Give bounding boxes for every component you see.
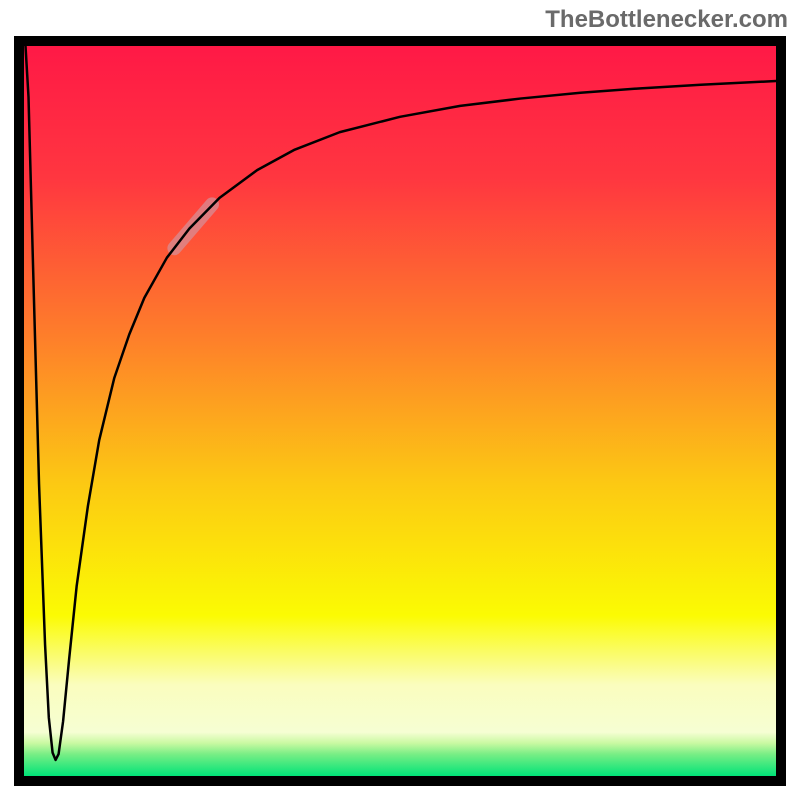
plot-background — [24, 46, 776, 776]
plot-inner — [24, 46, 776, 776]
plot-frame — [14, 36, 786, 786]
chart-root: TheBottlenecker.com — [0, 0, 800, 800]
watermark-text: TheBottlenecker.com — [545, 6, 788, 34]
plot-svg — [24, 46, 776, 776]
